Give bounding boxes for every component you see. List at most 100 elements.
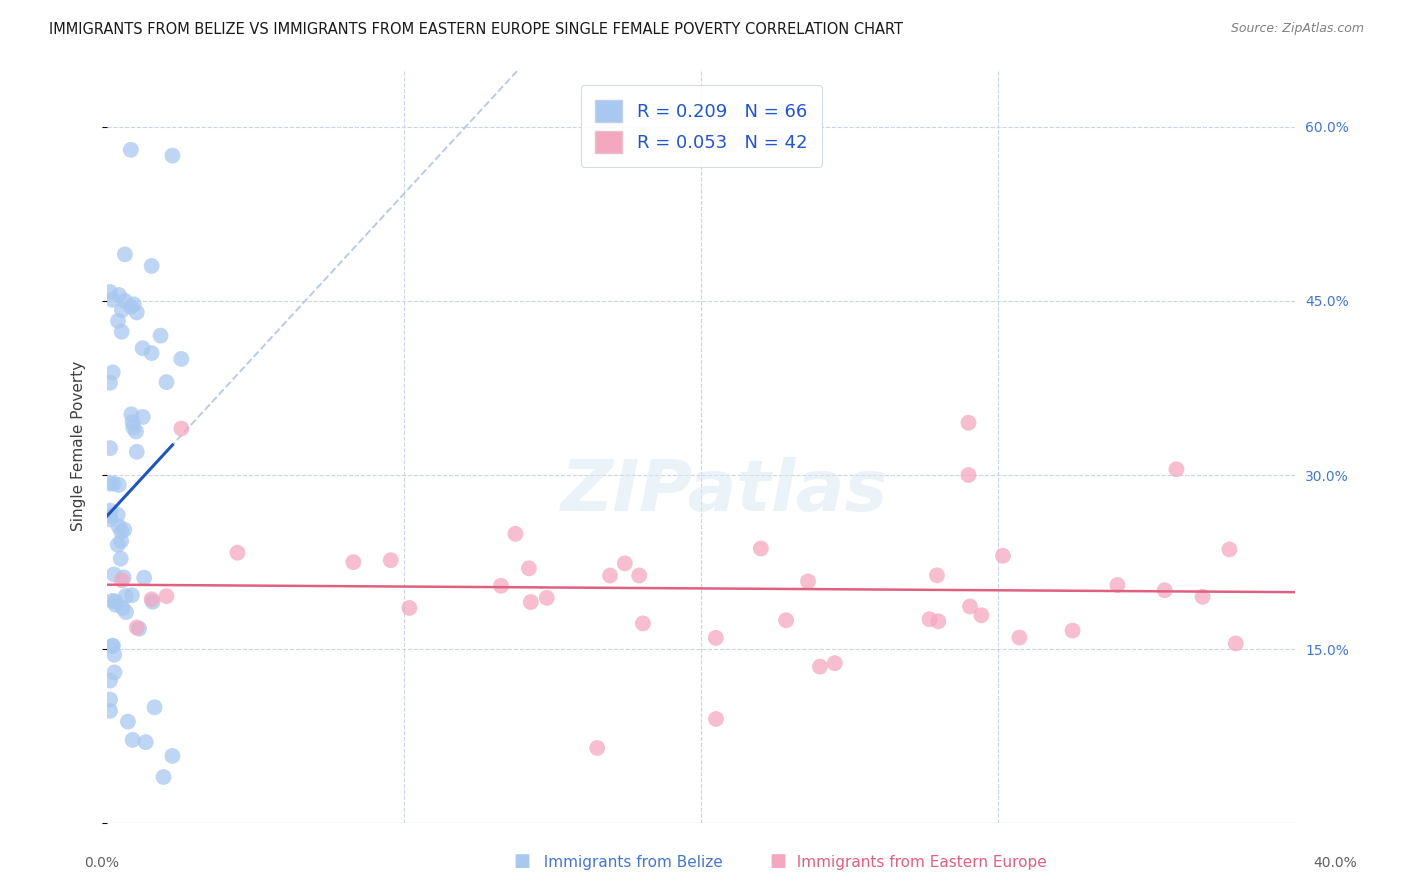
Point (125, 620, 148, 634)
Point (98, 508, 121, 523)
Point (957, 468, 980, 483)
Point (111, 573, 134, 587)
Point (380, 553, 402, 567)
Text: ■: ■ (769, 852, 786, 870)
Text: Immigrants from Eastern Europe: Immigrants from Eastern Europe (787, 855, 1047, 870)
Point (111, 303, 134, 318)
Point (628, 568, 651, 582)
Point (1166, 462, 1188, 476)
Point (226, 546, 249, 560)
Point (114, 589, 136, 603)
Point (125, 425, 148, 439)
Point (132, 409, 155, 424)
Point (104, 598, 127, 612)
Point (98, 376, 121, 390)
Point (170, 421, 193, 435)
Point (134, 571, 156, 585)
Point (112, 523, 135, 537)
Point (121, 588, 143, 602)
Point (98, 503, 121, 517)
Point (120, 407, 142, 421)
Point (1008, 631, 1031, 645)
Point (342, 555, 364, 569)
Point (155, 589, 177, 603)
Point (103, 648, 125, 662)
Point (120, 143, 142, 157)
Point (398, 601, 420, 615)
Point (98, 673, 121, 688)
Text: Immigrants from Belize: Immigrants from Belize (534, 855, 723, 870)
Point (1225, 636, 1247, 650)
Point (108, 288, 131, 302)
Point (918, 612, 941, 626)
Point (925, 568, 948, 582)
Point (704, 631, 727, 645)
Point (121, 733, 143, 747)
Point (114, 293, 136, 308)
Point (101, 365, 124, 379)
Point (149, 328, 172, 343)
Point (162, 148, 184, 162)
Point (107, 314, 129, 328)
Point (107, 508, 129, 522)
Point (927, 615, 949, 629)
Point (98, 476, 121, 491)
Legend: R = 0.209   N = 66, R = 0.053   N = 42: R = 0.209 N = 66, R = 0.053 N = 42 (581, 85, 821, 167)
Point (114, 247, 136, 261)
Point (141, 259, 163, 273)
Point (970, 608, 993, 623)
Point (797, 574, 820, 589)
Text: 40.0%: 40.0% (1313, 855, 1357, 870)
Point (98, 285, 121, 299)
Point (631, 616, 654, 631)
Point (98, 704, 121, 718)
Point (824, 656, 846, 670)
Point (170, 351, 193, 366)
Point (613, 557, 636, 571)
Point (489, 579, 512, 593)
Point (808, 659, 831, 673)
Point (122, 297, 145, 311)
Point (108, 478, 131, 492)
Point (117, 714, 139, 729)
Point (101, 639, 124, 653)
Point (110, 551, 132, 566)
Point (107, 519, 129, 533)
Point (520, 595, 543, 609)
Point (142, 595, 165, 609)
Text: 0.0%: 0.0% (84, 855, 120, 870)
Point (131, 341, 153, 355)
Point (107, 538, 129, 552)
Point (111, 325, 134, 339)
Point (98, 441, 121, 455)
Point (162, 748, 184, 763)
Point (135, 735, 157, 749)
Point (959, 599, 981, 614)
Text: ZIPatlas: ZIPatlas (561, 457, 889, 525)
Point (101, 639, 124, 653)
Point (704, 712, 727, 726)
Point (517, 561, 540, 575)
Point (1153, 583, 1175, 598)
Point (103, 476, 125, 491)
Point (957, 416, 980, 430)
Text: Source: ZipAtlas.com: Source: ZipAtlas.com (1230, 22, 1364, 36)
Text: ■: ■ (513, 852, 530, 870)
Point (110, 524, 132, 539)
Point (775, 613, 797, 627)
Point (141, 346, 163, 360)
Point (152, 770, 174, 784)
Point (1062, 624, 1084, 638)
Point (586, 741, 609, 756)
Point (143, 700, 166, 714)
Point (536, 591, 558, 605)
Point (1107, 578, 1129, 592)
Point (1191, 590, 1213, 604)
Point (98, 692, 121, 706)
Point (103, 567, 125, 582)
Point (112, 570, 135, 584)
Point (1218, 542, 1240, 557)
Point (749, 541, 772, 556)
Point (125, 445, 148, 459)
Point (141, 592, 163, 607)
